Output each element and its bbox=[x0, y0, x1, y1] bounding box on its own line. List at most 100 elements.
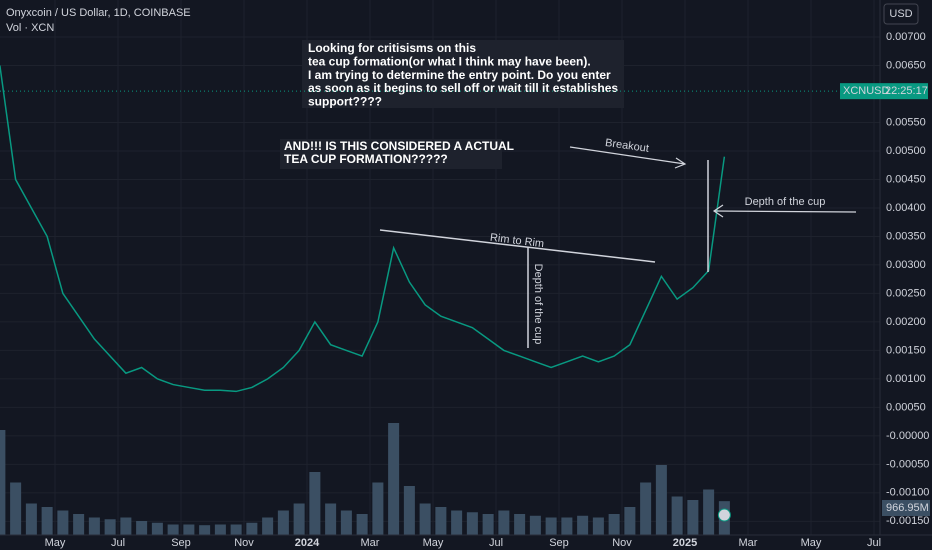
y-tick-label: -0.00000 bbox=[886, 430, 929, 442]
volume-bar bbox=[372, 482, 384, 535]
currency-label: USD bbox=[889, 8, 912, 20]
volume-bar bbox=[671, 496, 683, 535]
x-tick-label: Mar bbox=[739, 537, 758, 549]
x-tick-label: Sep bbox=[549, 537, 569, 549]
y-tick-label: 0.00050 bbox=[886, 401, 926, 413]
volume-bar bbox=[230, 524, 242, 535]
x-tick-label: May bbox=[423, 537, 444, 549]
note-line: Looking for critisisms on this bbox=[308, 41, 476, 55]
note-line: tea cup formation(or what I think may ha… bbox=[308, 54, 591, 68]
note-line: TEA CUP FORMATION????? bbox=[284, 152, 448, 166]
volume-bar bbox=[309, 472, 321, 535]
y-tick-label: 0.00350 bbox=[886, 230, 926, 242]
y-tick-label: 0.00700 bbox=[886, 31, 926, 43]
x-tick-label: Nov bbox=[612, 537, 632, 549]
x-tick-label: Nov bbox=[234, 537, 254, 549]
x-tick-label: 2025 bbox=[673, 537, 697, 549]
y-tick-label: -0.00150 bbox=[886, 515, 929, 527]
x-tick-label: 2024 bbox=[295, 537, 320, 549]
volume-bar bbox=[687, 500, 699, 535]
volume-bar bbox=[167, 524, 179, 535]
note-line: AND!!! IS THIS CONSIDERED A ACTUAL bbox=[284, 139, 514, 153]
volume-bar bbox=[356, 514, 368, 535]
note-box bbox=[302, 40, 624, 108]
price-badge bbox=[840, 83, 928, 100]
volume-bar bbox=[403, 486, 415, 535]
price-line bbox=[0, 65, 726, 393]
y-tick-label: 0.00300 bbox=[886, 259, 926, 271]
volume-bar bbox=[482, 514, 494, 535]
y-tick-label: 0.00450 bbox=[886, 173, 926, 185]
rim-line bbox=[379, 229, 656, 263]
volume-bar bbox=[104, 519, 116, 535]
x-tick-label: Jul bbox=[867, 537, 881, 549]
volume-label: 966.95M bbox=[886, 502, 929, 514]
volume-bar bbox=[340, 510, 352, 535]
volume-bar bbox=[183, 524, 195, 535]
volume-marker bbox=[717, 508, 731, 522]
volume-bar bbox=[214, 524, 226, 535]
volume-bar bbox=[451, 510, 463, 535]
grid bbox=[0, 0, 880, 535]
note-line: as soon as it begins to sell off or wait… bbox=[308, 81, 618, 95]
symbol-label: XCNUSD bbox=[843, 85, 890, 97]
x-tick-label: May bbox=[801, 537, 822, 549]
y-tick-label: 0.00100 bbox=[886, 373, 926, 385]
volume-bar bbox=[419, 503, 431, 535]
volume-bar bbox=[57, 510, 69, 535]
currency-button[interactable] bbox=[883, 3, 919, 25]
note-line: I am trying to determine the entry point… bbox=[308, 68, 611, 82]
volume-bar bbox=[277, 510, 289, 535]
volume-bar bbox=[624, 507, 636, 535]
volume-bar bbox=[151, 522, 163, 535]
y-tick-label: 0.00500 bbox=[886, 145, 926, 157]
volume-bar bbox=[25, 503, 37, 535]
volume-bar bbox=[498, 510, 510, 535]
volume-bar bbox=[120, 517, 132, 535]
depth-label: Depth of the cup bbox=[745, 196, 826, 208]
y-tick-label: -0.00100 bbox=[886, 487, 929, 499]
note-box bbox=[280, 139, 502, 169]
volume-bar bbox=[514, 514, 526, 535]
y-tick-label: 0.00550 bbox=[886, 116, 926, 128]
volume-bar bbox=[246, 522, 258, 535]
price bbox=[0, 65, 726, 393]
x-tick-label: May bbox=[45, 537, 66, 549]
note-line: support???? bbox=[308, 94, 382, 108]
depth-arrow bbox=[713, 210, 857, 213]
y-axis: 0.00700 0.00650 0.00550 0.00500 0.00450 0.004… bbox=[45, 31, 930, 549]
volume-bar bbox=[561, 517, 573, 535]
volume-bar bbox=[41, 507, 53, 535]
volume-bar bbox=[529, 515, 541, 535]
volume-bar bbox=[136, 521, 148, 535]
depth-label: Depth of the cup bbox=[532, 264, 544, 345]
x-tick-label: Sep bbox=[171, 537, 191, 549]
volume-bar bbox=[293, 503, 305, 535]
volume-bar bbox=[388, 423, 400, 535]
volume-bar bbox=[10, 482, 22, 535]
volume-bar bbox=[577, 515, 589, 535]
volume-bar bbox=[73, 514, 85, 535]
volume-bar bbox=[262, 517, 274, 535]
timer-label: 22:25:17 bbox=[885, 85, 928, 97]
arrow-head bbox=[712, 204, 724, 218]
x-tick-label: Mar bbox=[361, 537, 380, 549]
y-tick-label: 0.00250 bbox=[886, 287, 926, 299]
volume-bar bbox=[703, 489, 715, 535]
volume-bar bbox=[608, 514, 620, 535]
x-tick-label: Jul bbox=[489, 537, 503, 549]
volume-legend: Vol · XCN bbox=[6, 22, 54, 34]
chart-title: Onyxcoin / US Dollar, 1D, COINBASE bbox=[6, 7, 191, 19]
volume-bar bbox=[640, 482, 652, 535]
arrow-head bbox=[674, 157, 687, 169]
x-tick-label: Jul bbox=[111, 537, 125, 549]
volume-bar bbox=[545, 517, 557, 535]
volume-bar bbox=[325, 503, 337, 535]
breakout-arrow bbox=[569, 146, 686, 165]
y-tick-label: 0.00150 bbox=[886, 344, 926, 356]
volume-bar bbox=[655, 465, 667, 535]
y-tick-label: -0.00050 bbox=[886, 458, 929, 470]
